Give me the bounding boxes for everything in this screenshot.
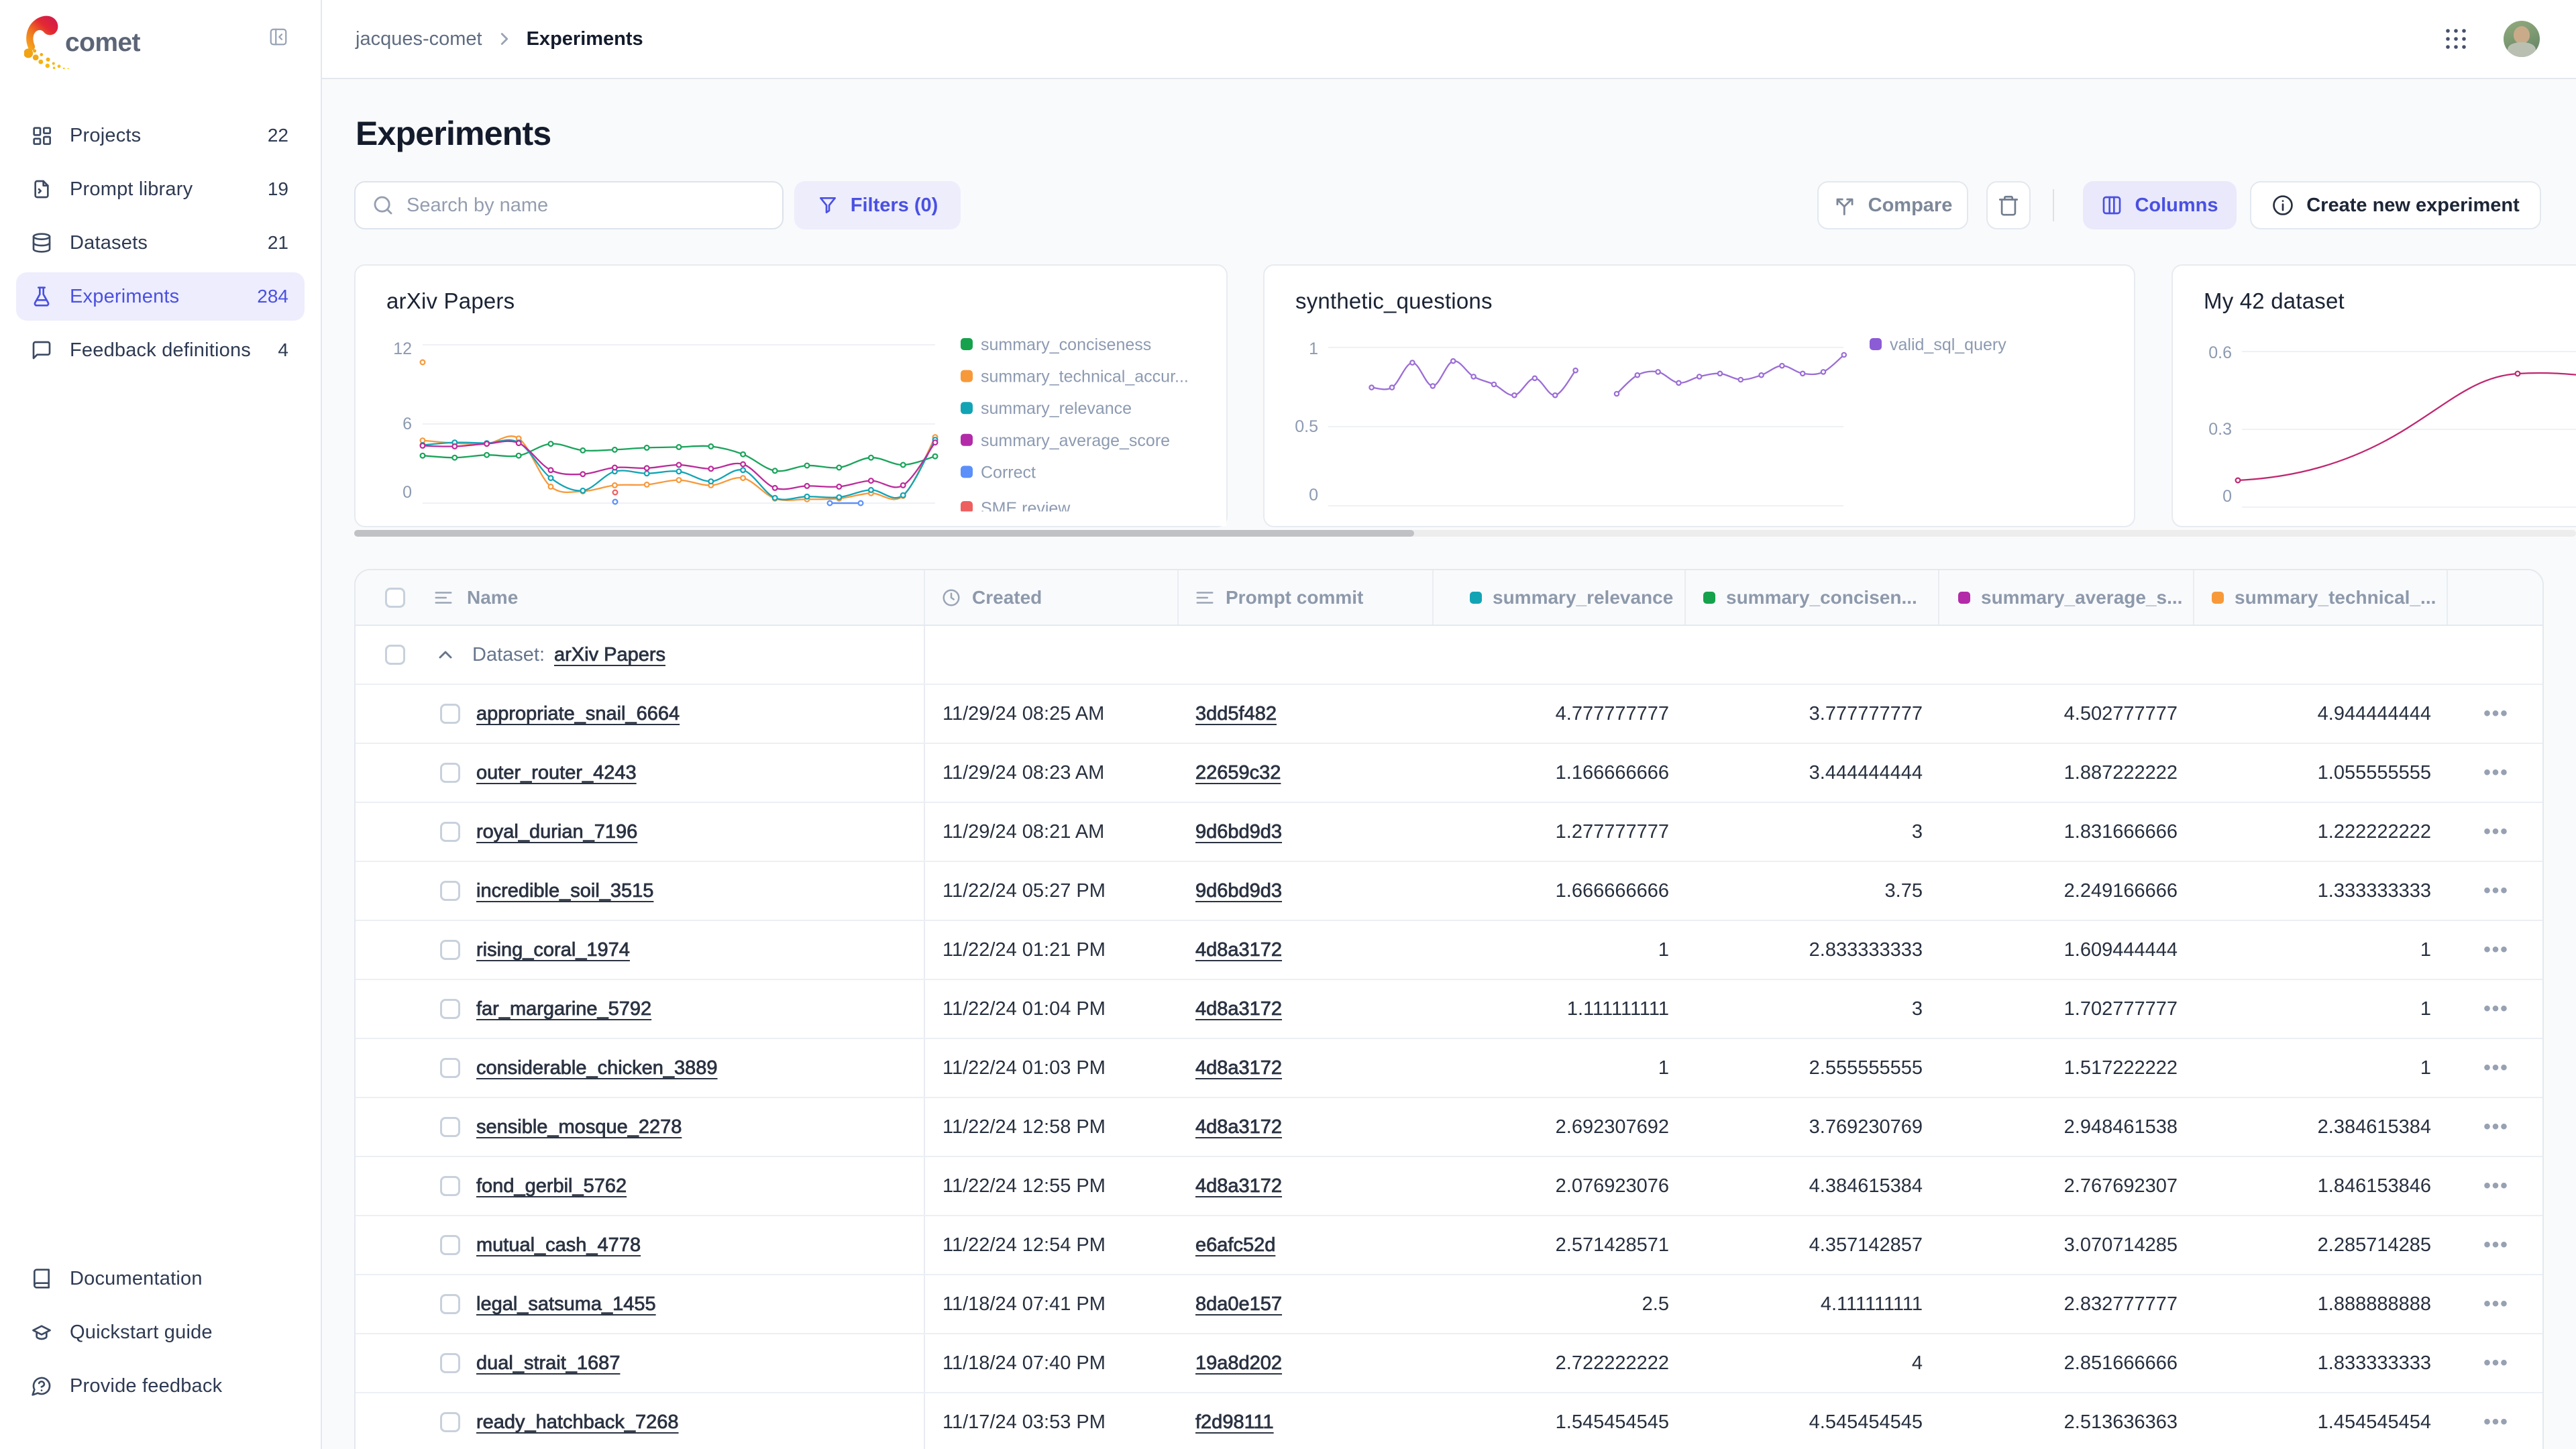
- svg-text:12: 12: [393, 339, 412, 358]
- svg-text:0.3: 0.3: [2208, 420, 2232, 439]
- svg-text:summary_conciseness: summary_conciseness: [981, 335, 1151, 354]
- svg-text:6: 6: [402, 415, 412, 433]
- svg-text:0: 0: [1309, 486, 1318, 504]
- svg-text:comet: comet: [65, 28, 140, 57]
- svg-text:valid_sql_query: valid_sql_query: [1890, 335, 2006, 354]
- svg-text:summary_technical_accur...: summary_technical_accur...: [981, 368, 1189, 386]
- svg-text:0: 0: [402, 483, 412, 502]
- svg-text:0.6: 0.6: [2208, 343, 2232, 362]
- svg-text:0.5: 0.5: [1295, 417, 1318, 436]
- svg-text:summary_relevance: summary_relevance: [981, 399, 1132, 418]
- svg-text:Correct: Correct: [981, 463, 1036, 482]
- svg-text:1: 1: [1309, 339, 1318, 358]
- svg-text:0: 0: [2222, 487, 2232, 506]
- svg-text:summary_average_score: summary_average_score: [981, 431, 1170, 450]
